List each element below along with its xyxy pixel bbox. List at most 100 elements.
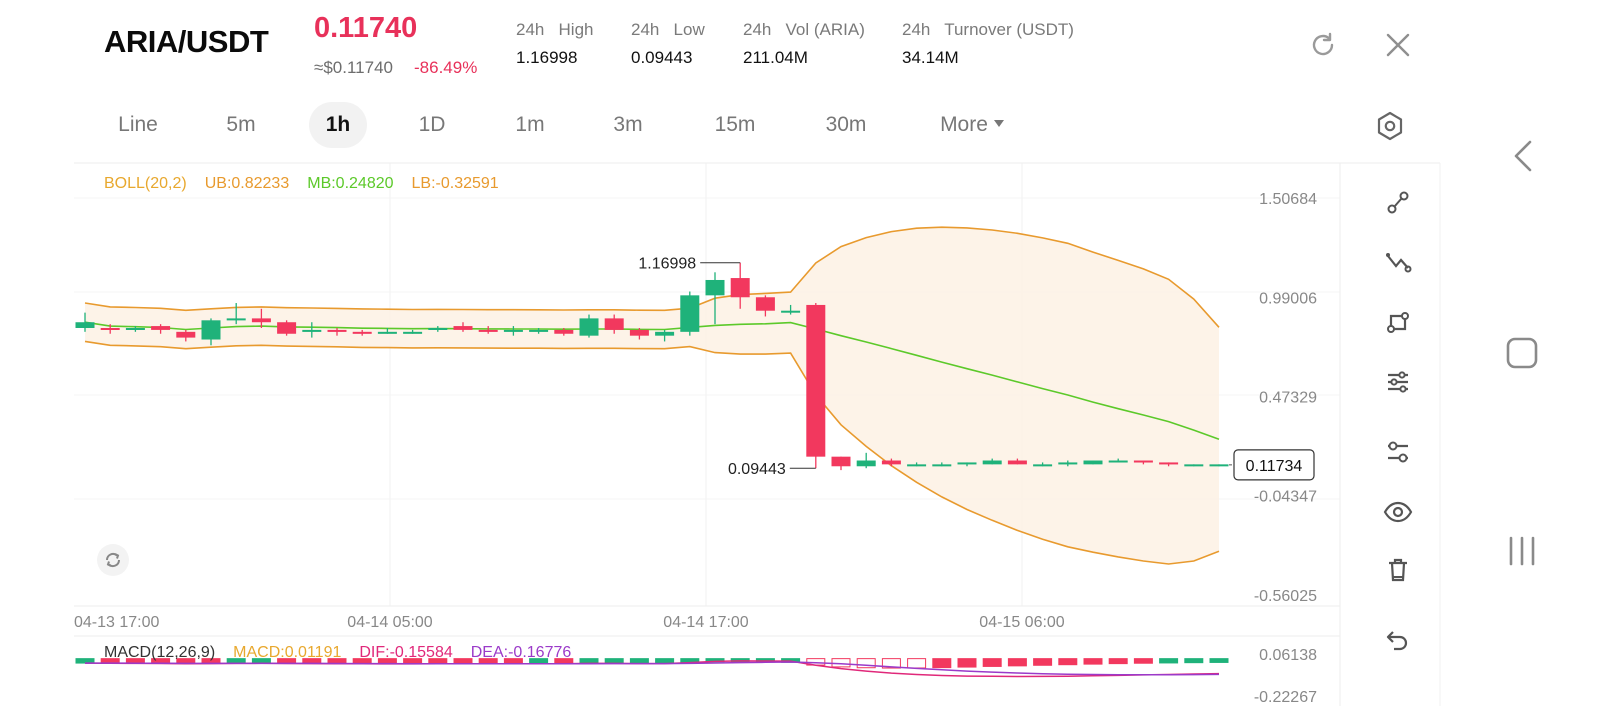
tab-3m-label: 3m — [613, 113, 643, 136]
candle — [1159, 462, 1179, 465]
polyline-icon[interactable] — [1378, 242, 1418, 282]
macd-histogram-bar — [831, 658, 851, 668]
candle — [579, 318, 599, 336]
tab-15m[interactable]: 15m — [700, 102, 770, 148]
candle — [629, 329, 649, 336]
candle — [907, 464, 927, 467]
chart-mode-toggle-icon[interactable] — [97, 544, 129, 576]
refresh-icon[interactable] — [1308, 30, 1338, 65]
candle — [957, 462, 977, 465]
last-price: 0.11740 — [314, 12, 418, 44]
macd-panel: 0.06138 -0.22267 — [75, 647, 1317, 706]
candle — [503, 329, 523, 332]
tab-more[interactable]: More — [926, 102, 1018, 148]
candle — [302, 329, 322, 332]
macd-histogram-bar — [881, 658, 901, 669]
price-change-percent: -86.49% — [414, 58, 478, 77]
indicator-settings-icon[interactable] — [1378, 432, 1418, 472]
candle — [428, 327, 448, 330]
candle — [377, 331, 397, 334]
trendline-icon[interactable] — [1378, 182, 1418, 222]
macd-dif: DIF:-0.15584 — [359, 644, 453, 661]
eye-icon[interactable] — [1378, 492, 1418, 532]
tab-1m-label: 1m — [515, 113, 545, 136]
home-square-icon[interactable] — [1505, 336, 1539, 375]
y-tick-label: -0.56025 — [1254, 588, 1317, 605]
trading-pair-title: ARIA/USDT — [104, 24, 269, 59]
y-tick-label: -0.04347 — [1254, 489, 1317, 506]
macd-histogram-bar — [1108, 658, 1128, 665]
tab-3m[interactable]: 3m — [596, 102, 660, 148]
candle — [453, 326, 473, 330]
candle — [1184, 464, 1204, 467]
macd-histogram-bar — [629, 658, 649, 664]
macd-histogram-bar — [1159, 658, 1179, 664]
tab-1d[interactable]: 1D — [400, 102, 464, 148]
tab-more-label: More — [940, 113, 988, 136]
back-chevron-icon[interactable] — [1508, 138, 1538, 179]
tab-1d-label: 1D — [418, 113, 446, 136]
candle — [352, 331, 372, 334]
tab-1m[interactable]: 1m — [498, 102, 562, 148]
macd-histogram-bar — [957, 658, 977, 668]
tab-line-label: Line — [118, 113, 158, 136]
candle — [529, 329, 549, 332]
x-tick-label: 04-15 06:00 — [979, 614, 1065, 631]
tab-line[interactable]: Line — [98, 102, 178, 148]
macd-name: MACD(12,26,9) — [104, 644, 216, 661]
sliders-icon[interactable] — [1378, 362, 1418, 402]
stat-turnover-value: 34.14M — [902, 48, 959, 67]
stat-turnover-label: 24h Turnover (USDT) — [902, 20, 1074, 39]
candle — [831, 456, 851, 467]
macd-histogram-bar — [1209, 658, 1229, 663]
stat-high-label: 24h High — [516, 20, 594, 39]
stat-vol-label: 24h Vol (ARIA) — [743, 20, 865, 39]
macd-histogram-bar — [1184, 658, 1204, 664]
undo-icon[interactable] — [1378, 620, 1418, 660]
x-tick-label: 04-14 17:00 — [663, 614, 749, 631]
tab-30m[interactable]: 30m — [810, 102, 882, 148]
last-price-box — [1233, 449, 1315, 481]
recents-icon[interactable] — [1506, 534, 1538, 573]
tab-5m[interactable]: 5m — [208, 102, 274, 148]
macd-histogram-bar — [1133, 658, 1153, 664]
candle — [151, 326, 171, 330]
trash-icon[interactable] — [1378, 550, 1418, 590]
bollinger-band — [84, 226, 1220, 565]
stat-high-value: 1.16998 — [516, 48, 578, 67]
candle — [1058, 462, 1078, 465]
macd-histogram-bar — [1058, 658, 1078, 666]
candle — [554, 329, 574, 334]
macd-y-tick-label: 0.06138 — [1259, 647, 1317, 664]
tab-1h[interactable]: 1h — [309, 102, 367, 148]
macd-histogram-bar — [604, 658, 624, 664]
candle — [478, 329, 498, 332]
stat-vol-value: 211.04M — [743, 48, 808, 67]
candle — [251, 318, 271, 323]
macd-histogram-bar — [1033, 658, 1053, 666]
candle — [1108, 460, 1128, 463]
shape-icon[interactable] — [1378, 302, 1418, 342]
tab-30m-label: 30m — [825, 113, 867, 136]
chart-settings-icon[interactable] — [1374, 110, 1406, 147]
candle — [277, 322, 297, 334]
tab-5m-label: 5m — [226, 113, 256, 136]
candle — [176, 331, 196, 338]
candle — [755, 297, 775, 311]
y-tick-label: 0.99006 — [1259, 290, 1317, 307]
candle — [806, 304, 826, 457]
boll-lower-line — [84, 340, 1220, 565]
boll-upper-line — [84, 226, 1220, 328]
boll-lb: LB:-0.32591 — [411, 175, 499, 192]
candle — [1209, 464, 1229, 467]
x-tick-label: 04-14 05:00 — [347, 614, 433, 631]
chart-grid — [74, 162, 1441, 706]
boll-ub: UB:0.82233 — [204, 175, 290, 192]
candle — [655, 331, 675, 336]
close-icon[interactable] — [1384, 31, 1412, 64]
macd-dea: DEA:-0.16776 — [470, 644, 572, 661]
candle — [201, 320, 221, 340]
stat-low-label: 24h Low — [631, 20, 705, 39]
candle — [604, 318, 624, 330]
